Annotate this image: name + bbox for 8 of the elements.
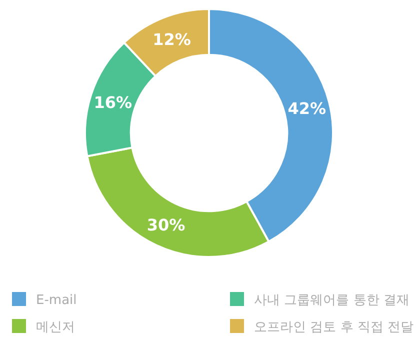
legend-label: 메신저 xyxy=(36,320,75,335)
data-label: 42% xyxy=(288,98,326,118)
data-label: 16% xyxy=(94,92,132,112)
legend-label: E-mail xyxy=(36,293,77,308)
data-label: 12% xyxy=(152,30,191,50)
legend-label: 오프라인 검토 후 직접 전달 xyxy=(254,320,414,335)
legend-label: 사내 그룹웨어를 통한 결재 xyxy=(254,293,410,308)
data-label: 30% xyxy=(146,215,186,234)
